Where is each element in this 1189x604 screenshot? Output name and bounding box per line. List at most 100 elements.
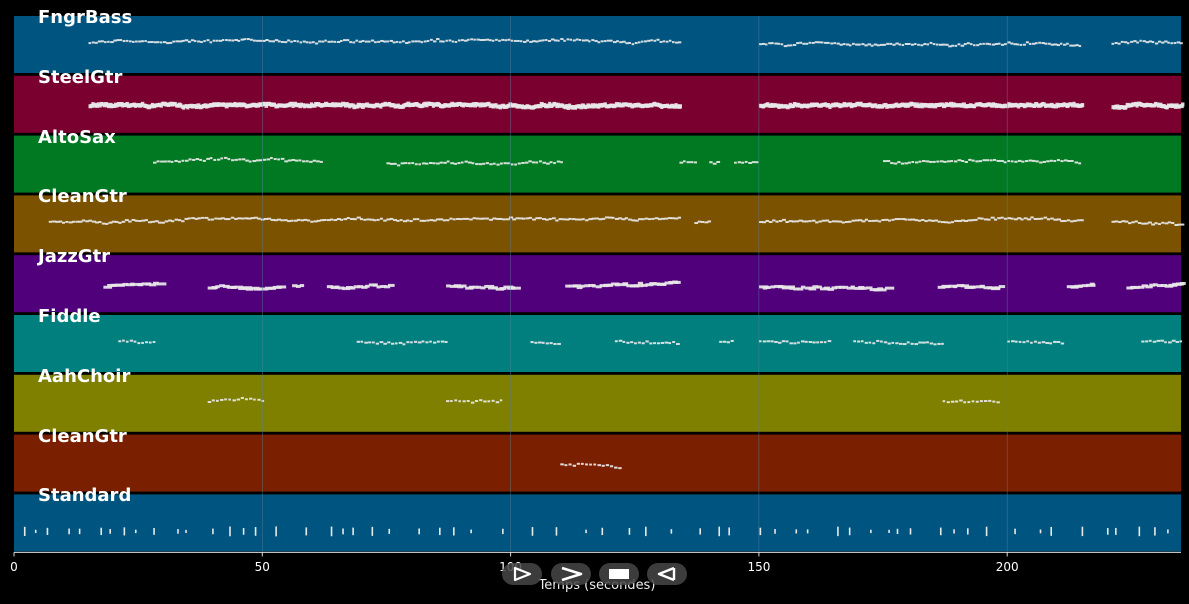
note (1154, 222, 1158, 225)
note (299, 41, 302, 44)
note (1131, 221, 1135, 224)
note (645, 340, 649, 343)
note (1174, 224, 1179, 227)
note (460, 39, 464, 42)
note (906, 341, 910, 344)
note (252, 39, 256, 42)
note (118, 221, 122, 224)
note (1003, 217, 1008, 220)
note (557, 342, 561, 345)
note (998, 285, 1006, 289)
note (414, 40, 418, 43)
note (1114, 42, 1118, 45)
note (812, 341, 816, 344)
note (320, 219, 325, 222)
note (979, 43, 982, 46)
note (359, 218, 364, 221)
note (761, 42, 766, 45)
note (633, 284, 644, 288)
note (429, 38, 433, 41)
note (961, 159, 965, 162)
note (778, 220, 783, 223)
note (315, 42, 319, 45)
note (805, 220, 809, 223)
note (135, 40, 138, 43)
note (1078, 45, 1082, 48)
note (292, 284, 298, 288)
note (275, 526, 277, 537)
note (1073, 219, 1077, 222)
note (237, 39, 241, 42)
note (364, 341, 368, 344)
note (234, 39, 238, 42)
note (1115, 527, 1117, 535)
note (531, 527, 534, 536)
note (585, 529, 587, 534)
note (909, 528, 912, 535)
note (601, 527, 604, 536)
note (816, 285, 822, 289)
note (726, 341, 730, 344)
note (479, 399, 483, 402)
note (254, 216, 258, 219)
note (818, 220, 822, 223)
stop-button[interactable] (599, 563, 639, 585)
note (1037, 341, 1041, 344)
note (346, 39, 350, 42)
note (1066, 42, 1069, 45)
note (886, 42, 890, 45)
note (488, 39, 492, 42)
note (141, 40, 144, 43)
back-button[interactable] (647, 563, 687, 585)
note (122, 339, 125, 342)
note (152, 340, 156, 343)
note (1019, 43, 1023, 46)
note (631, 43, 635, 46)
note (174, 218, 178, 221)
note (250, 217, 255, 220)
note (450, 400, 453, 403)
note (595, 217, 599, 220)
note (1076, 219, 1081, 222)
note (453, 162, 458, 165)
note (482, 217, 486, 220)
forward-button[interactable] (551, 563, 591, 585)
note (263, 101, 268, 106)
note (839, 285, 845, 289)
note (895, 42, 899, 45)
note (792, 220, 796, 223)
note (1067, 159, 1072, 162)
note (268, 286, 276, 290)
note (994, 43, 999, 46)
note (1170, 42, 1174, 45)
play-button[interactable] (502, 563, 542, 585)
note (122, 40, 126, 43)
note (788, 220, 793, 223)
note (237, 217, 242, 220)
note (361, 39, 365, 42)
note (91, 41, 95, 44)
note (668, 342, 672, 345)
note (305, 41, 309, 44)
note (1080, 103, 1085, 108)
note (672, 340, 676, 343)
note (911, 218, 916, 221)
note (491, 399, 495, 402)
note (411, 162, 415, 165)
note (868, 220, 872, 223)
note (429, 219, 434, 222)
note (55, 220, 60, 223)
note (401, 40, 405, 43)
note (771, 42, 774, 45)
note (549, 161, 553, 164)
note (993, 158, 997, 161)
note (1007, 41, 1011, 44)
note (125, 101, 129, 106)
note (827, 41, 830, 44)
note (148, 341, 152, 344)
note (1156, 339, 1161, 342)
note (259, 39, 263, 42)
note (804, 340, 808, 343)
note (204, 216, 209, 219)
note (618, 217, 622, 220)
